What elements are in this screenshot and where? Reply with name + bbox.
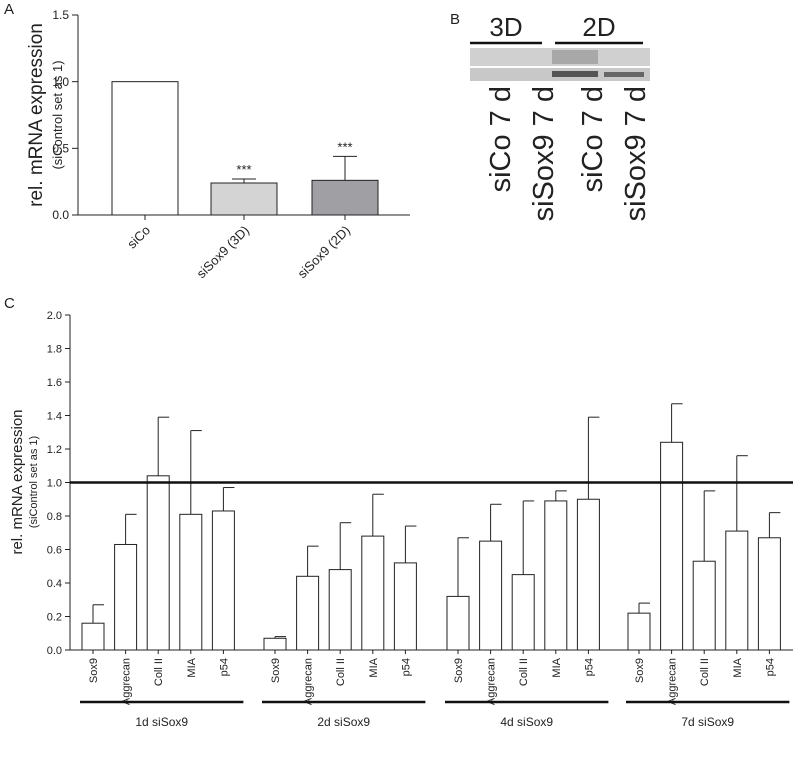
bar xyxy=(576,498,600,651)
bar xyxy=(210,182,278,216)
bar xyxy=(725,530,749,651)
x-tick-label: p54 xyxy=(400,658,412,676)
bar xyxy=(660,441,684,651)
y-tick-label: 1.8 xyxy=(47,343,62,355)
bar xyxy=(511,574,535,651)
bar xyxy=(627,612,651,651)
bar xyxy=(446,595,470,651)
x-tick-label: MIA xyxy=(368,657,380,677)
y-axis-subtitle: (siControl set as 1) xyxy=(28,436,40,528)
bar xyxy=(114,543,138,651)
bar xyxy=(296,575,320,651)
bar xyxy=(757,537,781,651)
x-tick-label: Coll II xyxy=(153,658,165,686)
bar xyxy=(311,179,379,216)
bar xyxy=(263,637,287,651)
y-tick-label: 0.0 xyxy=(52,208,69,222)
bar xyxy=(211,510,235,651)
bar xyxy=(692,560,716,651)
bar xyxy=(81,622,105,651)
y-tick-label: 1.2 xyxy=(47,444,62,456)
x-tick-label: p54 xyxy=(764,658,776,676)
x-tick-label: Sox9 xyxy=(453,658,465,683)
y-tick-label: 0.0 xyxy=(47,645,62,657)
y-axis-subtitle: (siControl set as 1) xyxy=(50,60,65,169)
x-tick-label: Coll II xyxy=(699,658,711,686)
y-axis-title: rel. mRNA expression xyxy=(26,23,47,207)
bar xyxy=(479,540,503,651)
significance: *** xyxy=(236,162,251,177)
x-tick-label: MIA xyxy=(551,657,563,677)
lane-label: siCo 7 d xyxy=(577,86,609,192)
y-tick-label: 1.6 xyxy=(47,377,62,389)
bar xyxy=(111,81,179,216)
x-tick-label: Aggrecan xyxy=(121,658,133,705)
y-tick-label: 2.0 xyxy=(47,310,62,322)
blot-band xyxy=(552,50,598,64)
x-tick-label: siSox9 (2D) xyxy=(294,223,353,282)
x-tick-label: Aggrecan xyxy=(486,658,498,705)
group-label: 1d siSox9 xyxy=(135,715,188,729)
condition-label: 2D xyxy=(582,12,615,42)
bar xyxy=(393,562,417,651)
y-tick-label: 1.0 xyxy=(52,75,69,89)
lane-label: siSox9 7 d xyxy=(620,86,652,221)
y-tick-label: 0.2 xyxy=(47,611,62,623)
bar xyxy=(328,569,352,651)
x-tick-label: Sox9 xyxy=(270,658,282,683)
x-tick-label: Sox9 xyxy=(634,658,646,683)
condition-label: 3D xyxy=(489,12,522,42)
y-tick-label: 0.5 xyxy=(52,142,69,156)
bar xyxy=(146,475,170,651)
panel-label: B xyxy=(450,11,460,28)
panel-label: C xyxy=(4,295,15,312)
y-tick-label: 1.4 xyxy=(47,410,62,422)
bar xyxy=(544,500,568,651)
x-tick-label: MIA xyxy=(186,657,198,677)
x-tick-label: Coll II xyxy=(335,658,347,686)
y-tick-label: 0.8 xyxy=(47,511,62,523)
lane-label: siCo 7 d xyxy=(485,86,517,192)
blot-band xyxy=(552,71,598,77)
bar xyxy=(361,535,385,651)
y-tick-label: 1.5 xyxy=(52,8,69,22)
x-tick-label: siCo xyxy=(124,223,153,252)
lane-label: siSox9 7 d xyxy=(528,86,560,221)
y-tick-label: 0.6 xyxy=(47,544,62,556)
x-tick-label: Aggrecan xyxy=(667,658,679,705)
x-tick-label: p54 xyxy=(218,658,230,676)
x-tick-label: Aggrecan xyxy=(303,658,315,705)
y-tick-label: 0.4 xyxy=(47,578,62,590)
group-label: 2d siSox9 xyxy=(317,715,370,729)
x-tick-label: Sox9 xyxy=(88,658,100,683)
x-tick-label: Coll II xyxy=(518,658,530,686)
y-tick-label: 1.0 xyxy=(47,477,62,489)
blot-band xyxy=(604,72,644,77)
x-tick-label: siSox9 (3D) xyxy=(193,223,252,282)
panel-label: A xyxy=(4,1,14,18)
bar xyxy=(179,513,203,651)
group-label: 7d siSox9 xyxy=(681,715,734,729)
x-tick-label: MIA xyxy=(732,657,744,677)
y-axis-title: rel. mRNA expression xyxy=(9,409,26,554)
group-label: 4d siSox9 xyxy=(500,715,553,729)
significance: *** xyxy=(337,139,352,154)
x-tick-label: p54 xyxy=(583,658,595,676)
